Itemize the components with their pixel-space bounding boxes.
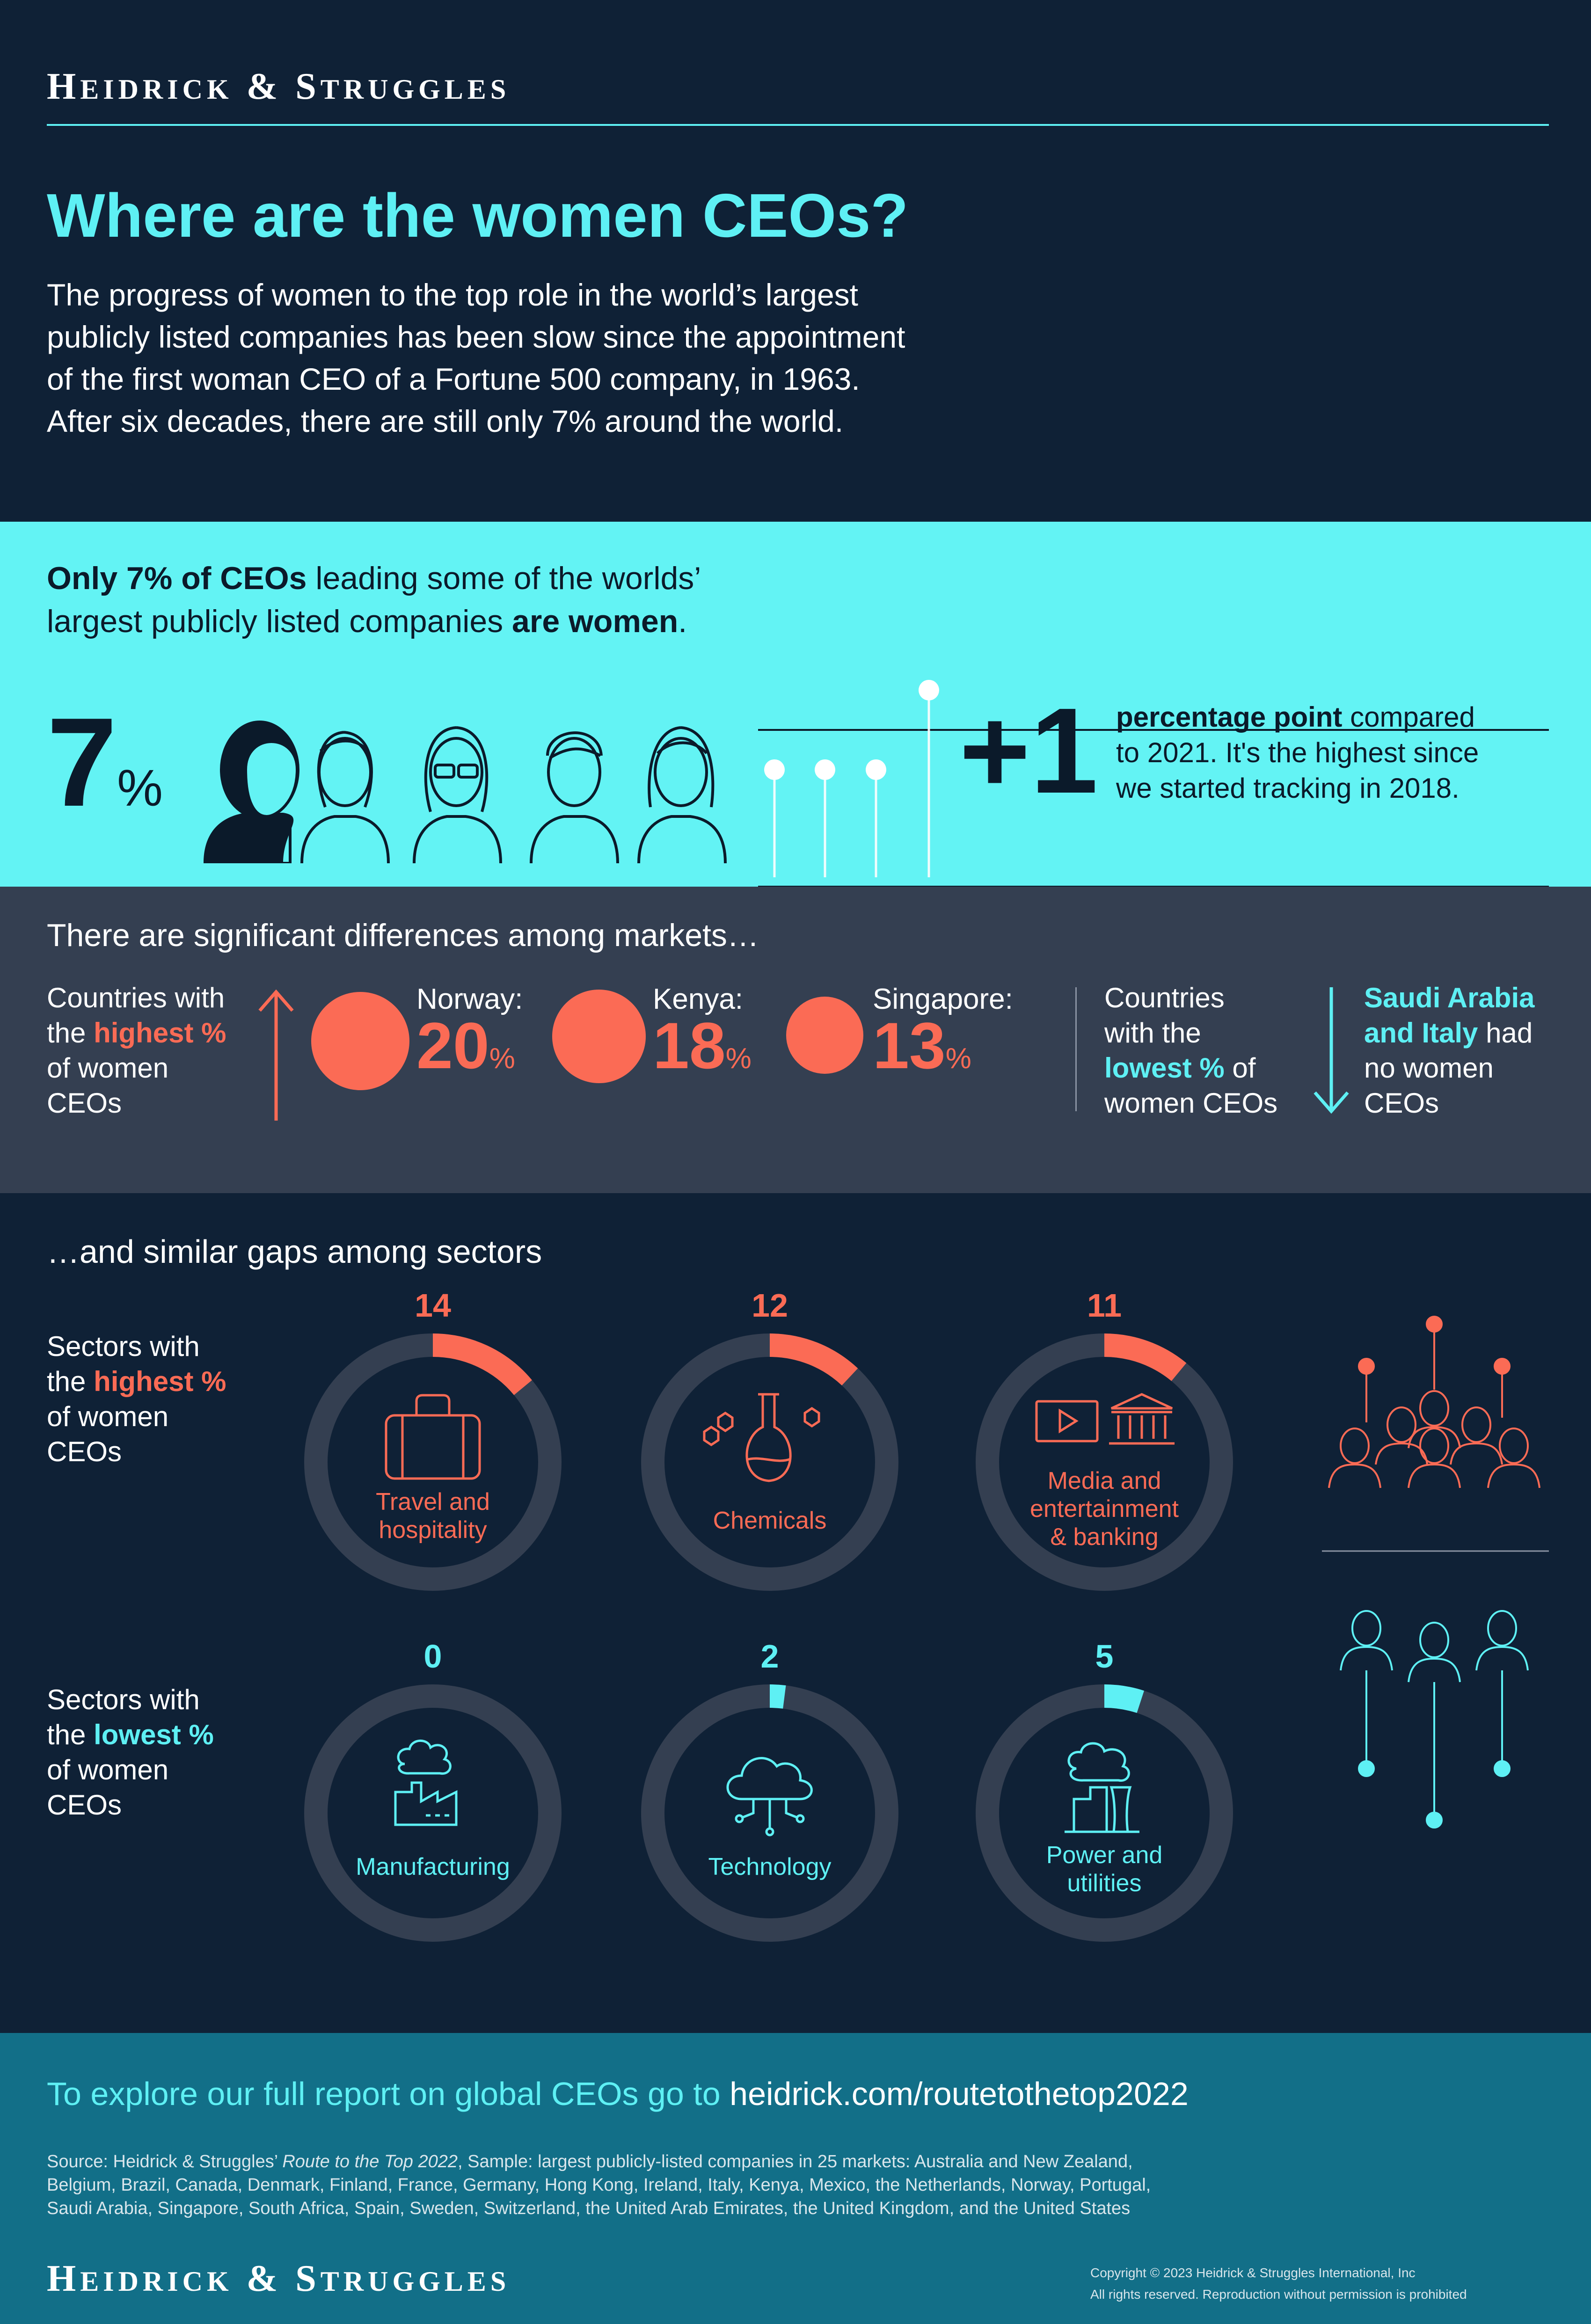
sector-label: Chemicals — [713, 1507, 827, 1534]
country-value: 20% — [416, 1009, 515, 1082]
singapore-bubble — [786, 997, 863, 1074]
headline-text: Only 7% of CEOs leading some of the worl… — [47, 561, 701, 639]
sector-card: 0 Manufacturing — [292, 1638, 573, 1951]
sector-ring — [641, 1684, 898, 1942]
sector-ring — [641, 1333, 898, 1591]
suitcase-icon — [385, 1394, 481, 1480]
sector-value: 12 — [752, 1287, 788, 1324]
sector-value: 5 — [1095, 1638, 1114, 1675]
sector-label: Manufacturing — [356, 1853, 510, 1880]
up-arrow-icon — [258, 989, 294, 1121]
sector-ring — [976, 1684, 1233, 1942]
hero-section: HEIDRICK & STRUGGLES Where are the women… — [0, 0, 1591, 522]
country-value: 13% — [873, 1009, 971, 1082]
lowest-countries-result: Saudi Arabia and Italy had no women CEOs — [1364, 982, 1535, 1119]
highest-countries-label: Countries with the highest % of women CE… — [47, 982, 226, 1119]
sector-card: 12 Chemicals — [629, 1287, 910, 1600]
brand-logo-bottom: HEIDRICK & STRUGGLES — [47, 2258, 511, 2299]
factory-icon — [394, 1739, 458, 1826]
source-note: Source: Heidrick & Struggles’ Route to t… — [47, 2152, 1151, 2218]
intro-text: The progress of women to the top role in… — [47, 277, 905, 438]
country-name: Singapore: — [873, 983, 1013, 1015]
markets-heading: There are significant differences among … — [47, 918, 759, 953]
sector-value: 2 — [760, 1638, 779, 1675]
report-link[interactable]: heidrick.com/routetothetop2022 — [730, 2076, 1189, 2112]
ring-value-arc — [769, 1333, 858, 1386]
cta-text: To explore our full report on global CEO… — [47, 2076, 1189, 2112]
sector-card: 2 Technology — [629, 1638, 910, 1951]
sector-label: Travel and hospitality — [376, 1488, 490, 1544]
country-name: Kenya: — [653, 983, 744, 1015]
cloud-icon — [726, 1757, 813, 1836]
brand-logo-top: HEIDRICK & STRUGGLES — [47, 66, 511, 107]
sector-ring — [976, 1333, 1233, 1591]
women-faces-illustration — [204, 721, 727, 863]
sector-ring — [304, 1684, 562, 1942]
country-value: 18% — [653, 1009, 752, 1082]
sector-card: 14 Travel and hospitality — [292, 1287, 573, 1600]
ring-track — [304, 1684, 562, 1942]
sector-card: 5 Power and utilities — [964, 1638, 1245, 1951]
markets-section: There are significant differences among … — [0, 887, 1591, 1193]
sector-label: Technology — [708, 1853, 832, 1880]
people-group-illustration — [1322, 1316, 1549, 1829]
copyright: Copyright © 2023 Heidrick & Struggles In… — [1090, 2266, 1467, 2302]
ring-value-arc — [1104, 1684, 1144, 1713]
highest-sectors-label: Sectors with the highest % of women CEOs — [47, 1331, 226, 1467]
filled-woman-icon — [204, 721, 299, 863]
sector-value: 11 — [1087, 1287, 1122, 1324]
sector-value: 14 — [415, 1287, 451, 1324]
country-name: Norway: — [416, 983, 523, 1015]
power-plant-icon — [1065, 1742, 1139, 1833]
ring-value-arc — [1104, 1333, 1187, 1381]
media-bank-icon — [1035, 1393, 1175, 1445]
sector-label: Power and utilities — [1046, 1842, 1163, 1897]
divider — [47, 124, 1549, 126]
change-value: +1 — [959, 683, 1098, 819]
sectors-heading: …and similar gaps among sectors — [47, 1233, 542, 1270]
lowest-sectors-label: Sectors with the lowest % of women CEOs — [47, 1684, 214, 1821]
footer-section: To explore our full report on global CEO… — [0, 2033, 1591, 2324]
sector-ring — [304, 1333, 562, 1591]
ring-value-arc — [432, 1333, 532, 1395]
lowest-countries-label: Countries with the lowest % of women CEO… — [1104, 982, 1278, 1119]
headline-section: Only 7% of CEOs leading some of the worl… — [0, 522, 1591, 888]
flask-icon — [703, 1393, 820, 1482]
sector-value: 0 — [423, 1638, 442, 1675]
outline-faces — [300, 726, 727, 863]
norway-bubble — [311, 992, 409, 1090]
ring-value-arc — [769, 1684, 786, 1709]
divider — [1075, 987, 1077, 1111]
kenya-bubble — [552, 990, 646, 1083]
page-title: Where are the women CEOs? — [47, 181, 909, 250]
sectors-section: …and similar gaps among sectors Sectors … — [0, 1193, 1591, 2033]
down-arrow-icon — [1314, 987, 1349, 1114]
sector-label: Media and entertainment & banking — [1030, 1467, 1179, 1551]
sector-card: 11 Media and entertainment & banking — [964, 1287, 1245, 1600]
change-text: percentage point compared to 2021. It's … — [1116, 701, 1479, 804]
stat-seven-percent: 7% — [47, 692, 163, 833]
